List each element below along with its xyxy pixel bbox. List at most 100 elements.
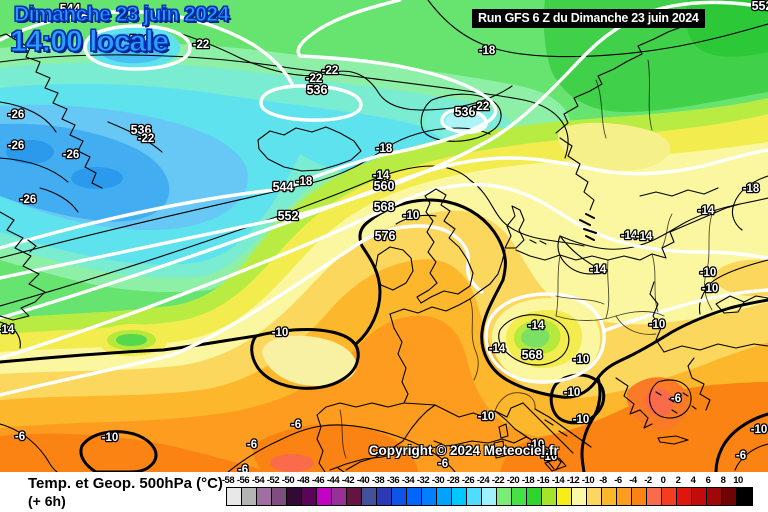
temperature-label: -6 bbox=[438, 458, 448, 470]
geopotential-label: 536 bbox=[307, 83, 328, 97]
colorbar-tick: -28 bbox=[446, 475, 460, 486]
temperature-label: -6 bbox=[671, 393, 681, 405]
temperature-label: -10 bbox=[403, 210, 420, 222]
geopotential-labels: 544 536 536 536 536 544 552 560 568 576 568 552 bbox=[58, 0, 768, 363]
colorbar-swatch bbox=[557, 488, 572, 505]
colorbar-tick: -18 bbox=[521, 475, 535, 486]
colorbar-swatch bbox=[677, 488, 692, 505]
copyright-label: Copyright © 2024 Meteociel.fr bbox=[368, 443, 559, 458]
colorbar-tick: -32 bbox=[416, 475, 430, 486]
colorbar-tick: -6 bbox=[614, 475, 622, 486]
geopotential-contours bbox=[0, 0, 768, 397]
colorbar-tick: -38 bbox=[371, 475, 385, 486]
temperature-label: -26 bbox=[20, 194, 37, 206]
colorbar-tick: 2 bbox=[675, 475, 681, 486]
temperature-label: -26 bbox=[63, 149, 80, 161]
colorbar-swatch bbox=[287, 488, 302, 505]
temperature-label: -22 bbox=[138, 133, 155, 145]
temperature-label: -14 bbox=[373, 170, 390, 182]
colorbar-tick: 8 bbox=[720, 475, 726, 486]
temperature-label: -18 bbox=[376, 143, 393, 155]
temperature-label: -14 bbox=[636, 231, 653, 243]
temperature-label: -18 bbox=[743, 183, 760, 195]
colorbar-swatch bbox=[587, 488, 602, 505]
colorbar-swatch bbox=[707, 488, 722, 505]
colorbar-tick: 0 bbox=[660, 475, 666, 486]
colorbar-swatch bbox=[332, 488, 347, 505]
bold-isotherm bbox=[0, 198, 768, 472]
temperature-label: -10 bbox=[649, 319, 666, 331]
colorbar-tick: -36 bbox=[386, 475, 400, 486]
run-info-box: Run GFS 6 Z du Dimanche 23 juin 2024 bbox=[472, 9, 705, 28]
colorbar-swatch bbox=[737, 488, 752, 505]
colorbar-tick: -40 bbox=[356, 475, 370, 486]
colorbar-tick: -54 bbox=[251, 475, 265, 486]
geopotential-label: 568 bbox=[374, 200, 395, 214]
colorbar-tick: 10 bbox=[733, 475, 743, 486]
temperature-label: -22 bbox=[322, 65, 339, 77]
temperature-label: -14 bbox=[698, 205, 715, 217]
temperature-label: -10 bbox=[573, 414, 590, 426]
colorbar-tick: -58 bbox=[221, 475, 235, 486]
colorbar-tick: -14 bbox=[551, 475, 565, 486]
temperature-label: -18 bbox=[296, 176, 313, 188]
temperature-label: -10 bbox=[702, 283, 719, 295]
temperature-label: -10 bbox=[272, 327, 289, 339]
isotherm-lines bbox=[0, 0, 768, 472]
colorbar-swatch bbox=[377, 488, 392, 505]
temperature-label: -10 bbox=[751, 424, 768, 436]
colorbar-swatch bbox=[497, 488, 512, 505]
colorbar-swatch bbox=[452, 488, 467, 505]
colorbar-swatch bbox=[347, 488, 362, 505]
temperature-label: -6 bbox=[291, 419, 301, 431]
map-region: 544 536 536 536 536 544 552 560 568 576 568 552 -22… bbox=[0, 0, 768, 472]
colorbar-tick: -24 bbox=[476, 475, 490, 486]
colorbar-swatch bbox=[437, 488, 452, 505]
colorbar-tick: -46 bbox=[311, 475, 325, 486]
colorbar-swatch bbox=[302, 488, 317, 505]
temperature-label: -6 bbox=[15, 431, 25, 443]
coastlines bbox=[0, 19, 768, 472]
legend-footer: Temp. et Geop. 500hPa (°C) (+ 6h) -58 -56… bbox=[0, 472, 768, 512]
colorbar-swatch bbox=[422, 488, 437, 505]
temperature-label: -10 bbox=[478, 411, 495, 423]
colorbar-tick: -44 bbox=[326, 475, 340, 486]
temperature-label: -18 bbox=[479, 45, 496, 57]
colorbar-tick: -48 bbox=[296, 475, 310, 486]
temperature-label: -10 bbox=[102, 432, 119, 444]
colorbar-tick: -16 bbox=[536, 475, 550, 486]
temperature-label: -22 bbox=[193, 39, 210, 51]
map-canvas: 544 536 536 536 536 544 552 560 568 576 568 552 -22… bbox=[0, 0, 768, 472]
geopotential-label: 536 bbox=[455, 105, 476, 119]
map-title: Temp. et Geop. 500hPa (°C) bbox=[28, 475, 223, 492]
colorbar-swatch bbox=[227, 488, 242, 505]
colorbar-swatch bbox=[632, 488, 647, 505]
temperature-label: -10 bbox=[564, 387, 581, 399]
colorbar-swatches bbox=[226, 487, 753, 506]
geopotential-label: 560 bbox=[374, 179, 395, 193]
lead-time-label: (+ 6h) bbox=[28, 493, 66, 509]
geopotential-label: 544 bbox=[60, 2, 81, 16]
temperature-label: -6 bbox=[238, 464, 248, 472]
colorbar-swatch bbox=[722, 488, 737, 505]
colorbar-tick: -26 bbox=[461, 475, 475, 486]
colorbar-tick: -56 bbox=[236, 475, 250, 486]
colorbar-tick: -52 bbox=[266, 475, 280, 486]
colorbar: -58 -56 -54 -52 -50 -48 -46 -44 -42 -40 -38 -36 -34-… bbox=[222, 475, 756, 509]
colorbar-swatch bbox=[272, 488, 287, 505]
temperature-labels: -22-26-26-26-26-22-22-22-18-22-18-18 -14-… bbox=[0, 38, 768, 472]
colorbar-swatch bbox=[527, 488, 542, 505]
geopotential-label: 568 bbox=[522, 348, 543, 362]
colorbar-tick: -8 bbox=[599, 475, 607, 486]
colorbar-swatch bbox=[257, 488, 272, 505]
temperature-label: -22 bbox=[473, 101, 490, 113]
temperature-label: -14 bbox=[590, 264, 607, 276]
colorbar-swatch bbox=[692, 488, 707, 505]
colorbar-tick: -12 bbox=[566, 475, 580, 486]
colorbar-tick: -10 bbox=[581, 475, 595, 486]
colorbar-swatch bbox=[662, 488, 677, 505]
colorbar-tick: -50 bbox=[281, 475, 295, 486]
temperature-label: -22 bbox=[306, 73, 323, 85]
temperature-label: -14 bbox=[621, 230, 638, 242]
